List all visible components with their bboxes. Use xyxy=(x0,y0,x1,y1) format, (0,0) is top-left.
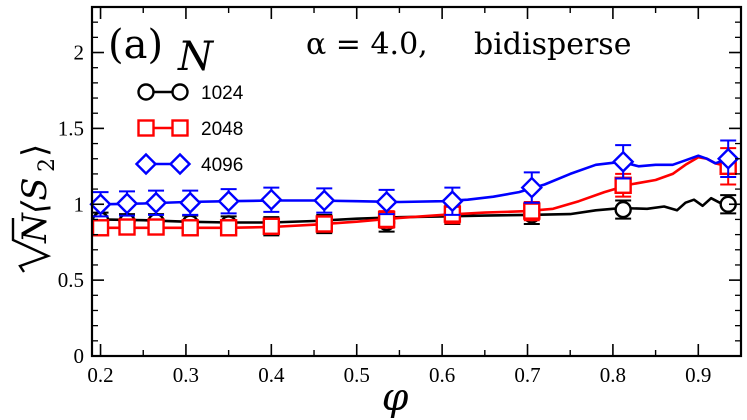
x-tick-label: 0.4 xyxy=(258,363,285,387)
data-point-2048 xyxy=(181,219,199,237)
x-tick-label: 0.2 xyxy=(87,363,113,387)
data-point-2048 xyxy=(614,176,632,194)
legend-title: N xyxy=(177,34,215,80)
data-point-4096 xyxy=(217,190,240,213)
data-point-1024 xyxy=(614,200,632,219)
y-tick-label: 1.5 xyxy=(58,116,84,140)
annotation-alpha: α = 4.0, xyxy=(306,27,428,62)
data-point-4096 xyxy=(313,189,336,212)
legend-entry-1024: 1024 xyxy=(137,83,244,104)
data-point-4096 xyxy=(260,188,283,211)
panel-label: (a) xyxy=(108,22,163,68)
y-label-subscript: 2 xyxy=(35,158,60,172)
y-label-radicand: N xyxy=(15,212,55,244)
data-point-4096 xyxy=(520,176,543,199)
legend-marker xyxy=(168,152,192,176)
legend-marker xyxy=(134,152,158,176)
plot-frame xyxy=(90,5,743,358)
legend-marker xyxy=(137,119,155,137)
data-point-4096 xyxy=(375,190,398,214)
data-point-2048 xyxy=(315,215,333,233)
sqrt-symbol xyxy=(11,218,52,273)
x-tick-label: 0.7 xyxy=(514,363,540,387)
x-tick-label: 0.6 xyxy=(429,363,455,387)
legend-label: 2048 xyxy=(201,119,243,140)
x-tick-label: 0.9 xyxy=(685,363,711,387)
x-tick-label: 0.8 xyxy=(600,363,626,387)
series-line-1024 xyxy=(100,196,729,224)
data-point-2048 xyxy=(91,219,110,237)
x-tick-label: 0.5 xyxy=(344,363,370,387)
x-tick-label: 0.3 xyxy=(173,363,199,387)
y-tick-label: 2 xyxy=(74,41,85,65)
y-tick-label: 0.5 xyxy=(58,268,84,292)
legend-label: 4096 xyxy=(201,155,243,176)
legend-marker xyxy=(171,119,189,137)
data-point-4096 xyxy=(611,150,635,173)
y-label-close: ⟩ xyxy=(15,144,55,157)
legend-entry-2048: 2048 xyxy=(137,119,243,140)
series-2048 xyxy=(91,147,737,237)
series-4096 xyxy=(89,139,740,218)
y-axis-label: N ⟨S 2 ⟩ xyxy=(11,144,60,273)
data-point-2048 xyxy=(219,219,238,237)
legend-marker xyxy=(137,83,155,101)
y-tick-label: 0 xyxy=(74,344,85,368)
legend-label: 1024 xyxy=(201,83,244,104)
data-point-2048 xyxy=(262,217,281,235)
annotation-type: bidisperse xyxy=(474,27,631,62)
y-tick-label: 1 xyxy=(74,192,85,216)
data-point-4096 xyxy=(144,191,168,214)
data-point-4096 xyxy=(179,191,202,214)
data-point-4096 xyxy=(441,190,464,213)
legend-marker xyxy=(171,83,189,101)
data-point-2048 xyxy=(523,202,541,220)
legend-entry-4096: 4096 xyxy=(134,152,243,176)
data-point-4096 xyxy=(115,192,139,215)
data-point-2048 xyxy=(118,218,136,236)
data-point-2048 xyxy=(147,218,165,236)
y-label-tail: ⟨S xyxy=(15,177,55,214)
x-axis-label: φ xyxy=(382,375,409,419)
data-point-4096 xyxy=(716,147,740,170)
